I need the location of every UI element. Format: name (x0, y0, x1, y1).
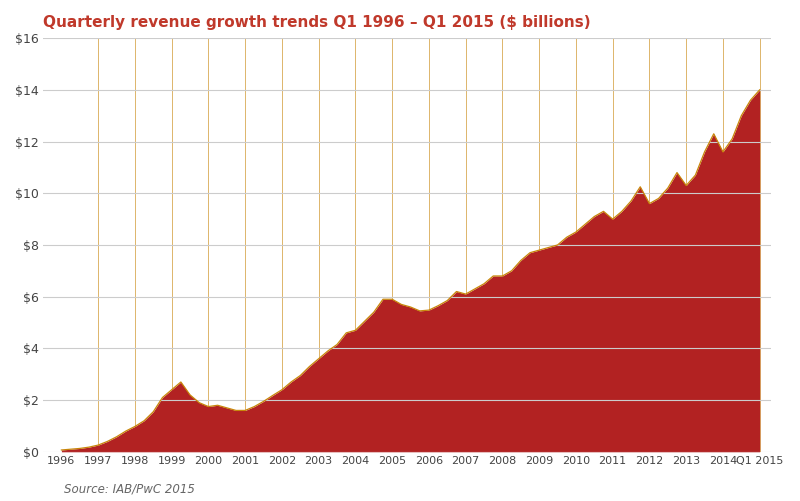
Text: Source: IAB/PwC 2015: Source: IAB/PwC 2015 (64, 483, 195, 496)
Text: Quarterly revenue growth trends Q1 1996 – Q1 2015 ($ billions): Quarterly revenue growth trends Q1 1996 … (43, 15, 590, 30)
